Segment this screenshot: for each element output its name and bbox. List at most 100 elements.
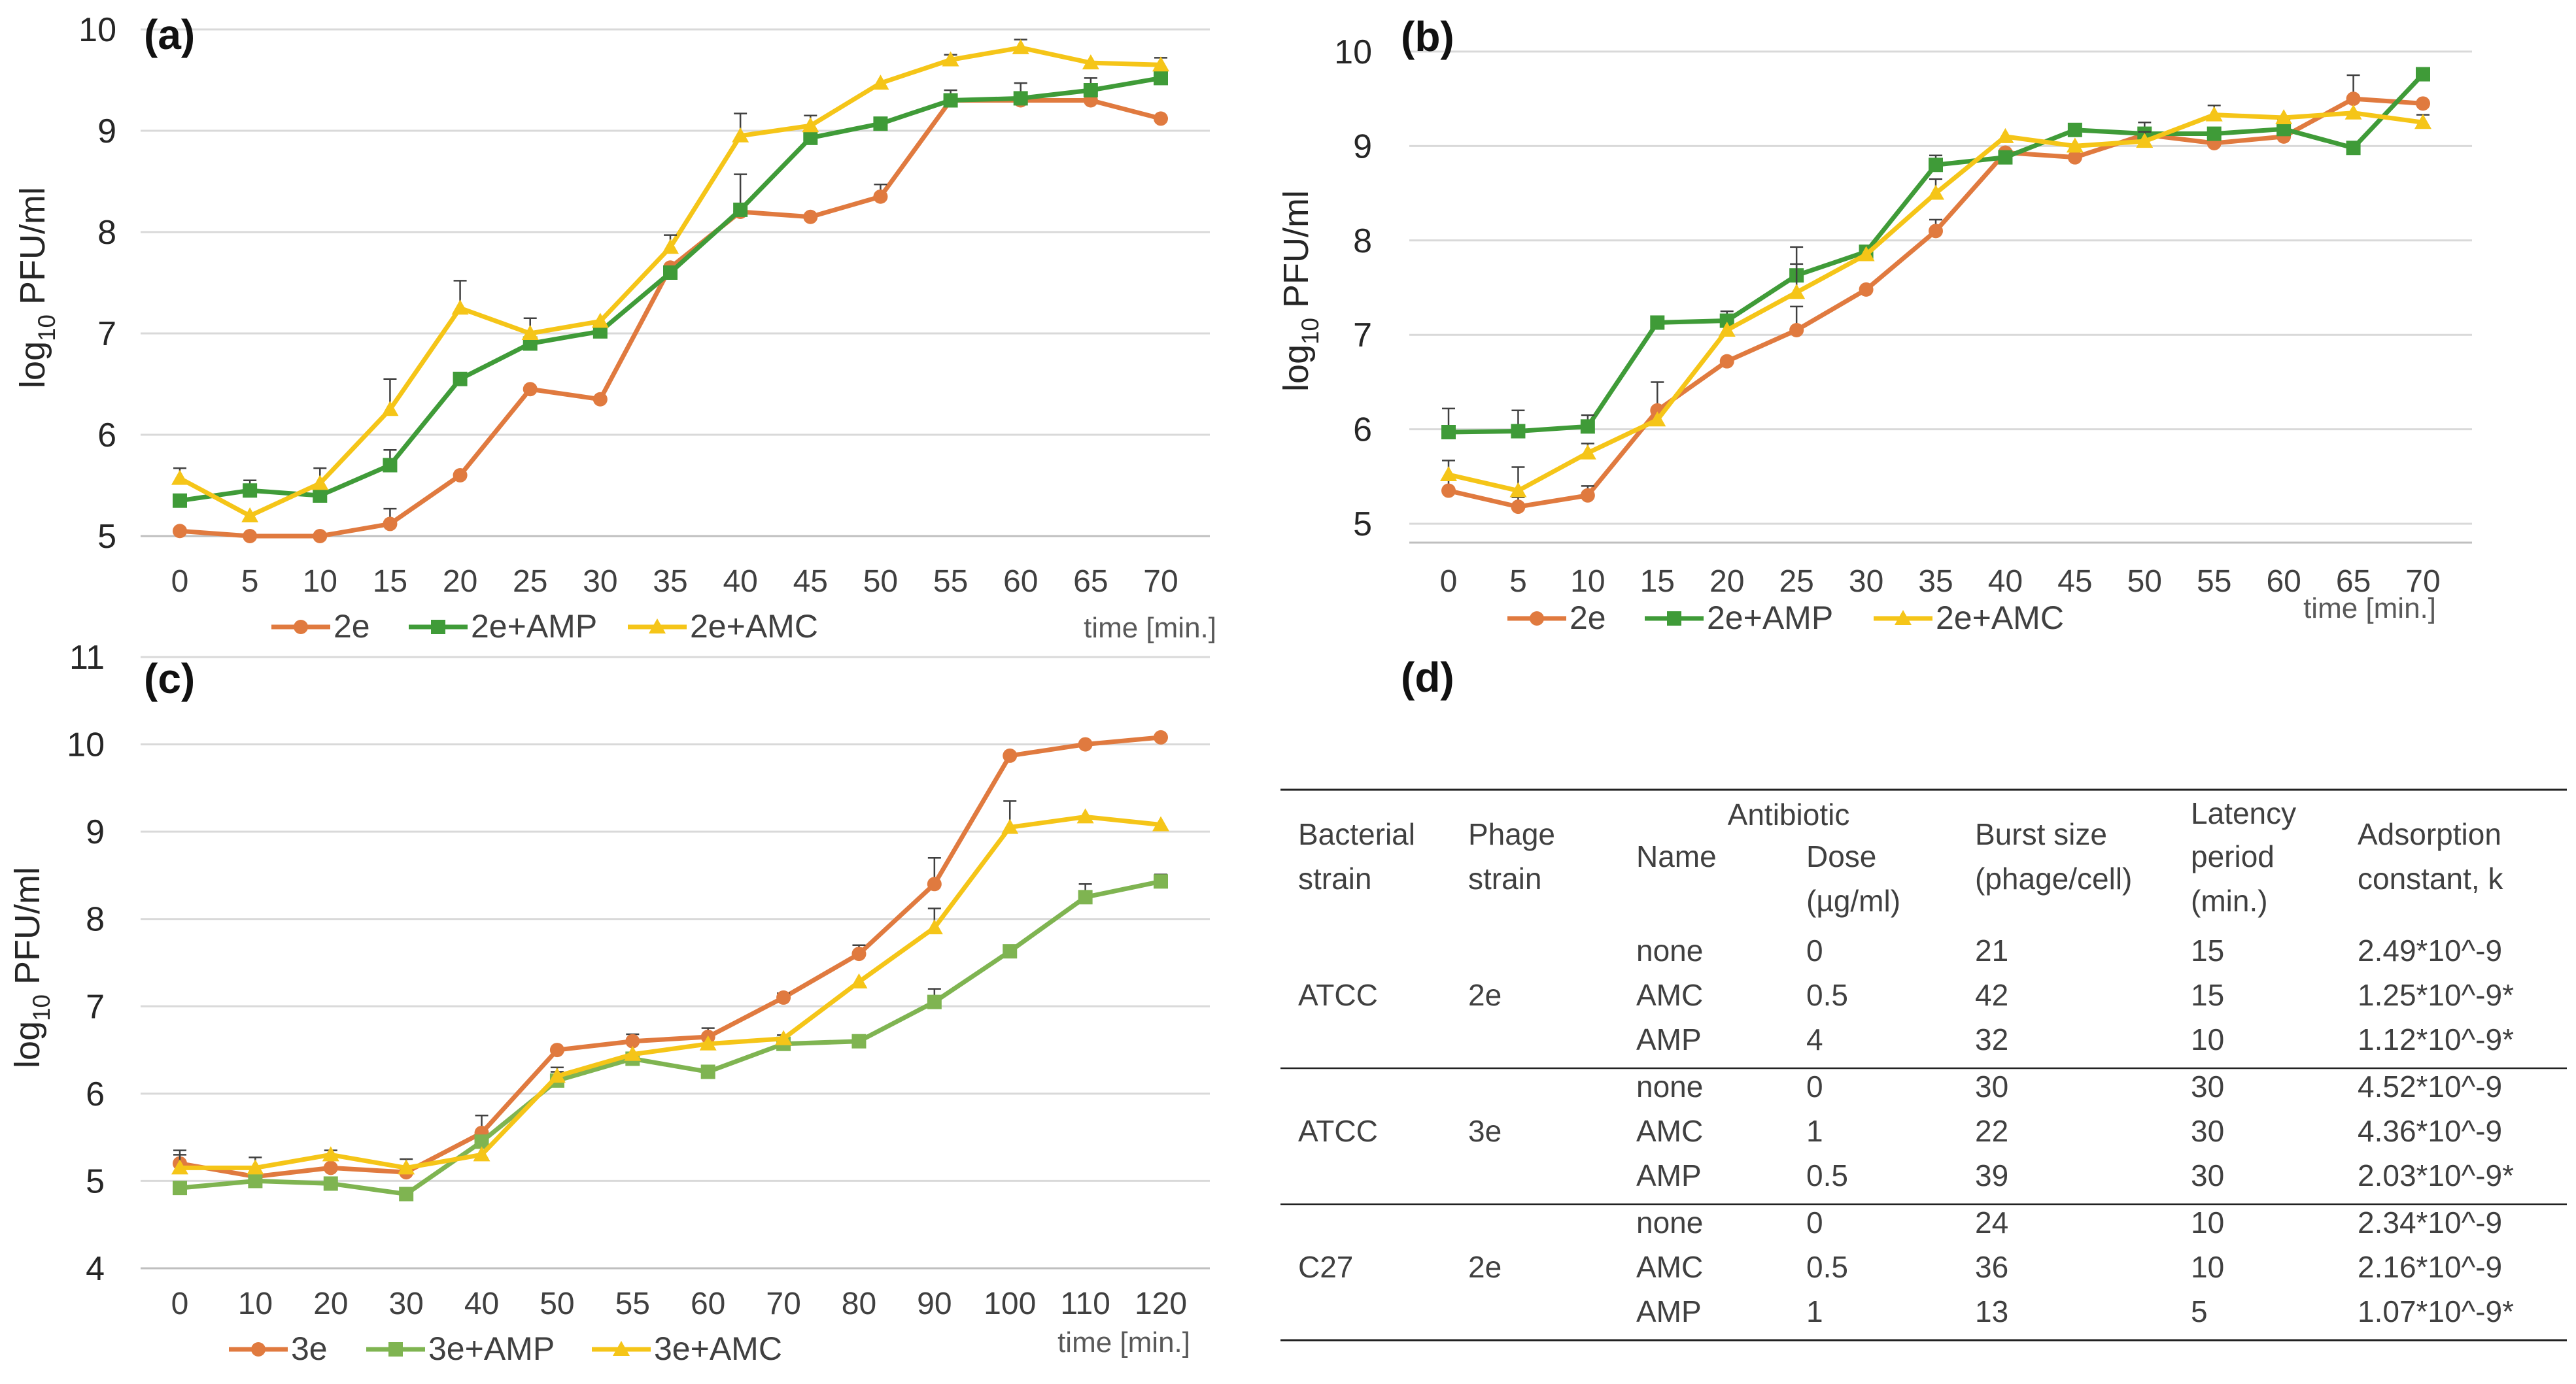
y-tick-label: 7 xyxy=(97,315,116,353)
x-tick-label: 10 xyxy=(303,564,337,599)
x-tick-label: 0 xyxy=(171,564,189,599)
data-point xyxy=(1082,54,1099,70)
data-point xyxy=(1650,315,1665,330)
data-point xyxy=(1083,83,1098,97)
cell-latency: 10 xyxy=(2191,1250,2224,1284)
data-point xyxy=(802,117,819,133)
cell-burst-size: 32 xyxy=(1975,1022,2008,1056)
data-point xyxy=(171,1159,188,1175)
cell-burst-size: 39 xyxy=(1975,1158,2008,1192)
data-point xyxy=(662,239,679,254)
data-point xyxy=(383,458,398,473)
x-axis-label: time [min.] xyxy=(1084,612,1216,644)
x-tick-label: 60 xyxy=(2266,564,2301,599)
y-tick-label: 6 xyxy=(86,1075,105,1113)
data-point xyxy=(1440,466,1457,481)
data-point xyxy=(1003,748,1018,763)
ylabel-subscript: 10 xyxy=(28,994,55,1021)
y-tick-label: 7 xyxy=(1353,316,1372,354)
data-point xyxy=(700,1064,715,1079)
x-tick-label: 45 xyxy=(2057,564,2092,599)
x-tick-label: 20 xyxy=(1709,564,1744,599)
x-axis-label: time [min.] xyxy=(1057,1326,1190,1359)
data-point xyxy=(243,529,258,543)
data-point xyxy=(383,516,398,532)
x-tick-label: 110 xyxy=(1060,1287,1110,1321)
data-point xyxy=(850,973,868,988)
cell-burst-size: 24 xyxy=(1975,1206,2008,1240)
data-point xyxy=(2416,96,2430,111)
panel-label: (d) xyxy=(1401,654,1454,701)
data-point xyxy=(1857,246,1875,262)
cell-antibiotic-name: none xyxy=(1636,1206,1703,1240)
x-tick-label: 0 xyxy=(1440,564,1458,599)
data-point xyxy=(1013,91,1028,106)
data-point xyxy=(311,475,329,490)
x-tick-label: 20 xyxy=(443,564,477,599)
y-tick-label: 9 xyxy=(86,813,105,851)
header-adsorption: Adsorption xyxy=(2358,817,2501,851)
header-bacterial-strain: strain xyxy=(1298,862,1371,896)
series-2e xyxy=(173,89,1168,543)
legend-label: 3e xyxy=(291,1330,328,1367)
data-point xyxy=(851,1034,867,1049)
data-point xyxy=(1579,444,1596,460)
cell-antibiotic-name: AMC xyxy=(1636,978,1703,1012)
data-point xyxy=(851,947,867,962)
data-point xyxy=(1152,816,1169,832)
y-tick-label: 8 xyxy=(86,901,105,939)
data-point xyxy=(1154,874,1168,889)
legend-entry: 3e+AMC xyxy=(592,1330,782,1367)
cell-antibiotic-name: AMP xyxy=(1636,1294,1702,1328)
legend-marker xyxy=(431,620,445,634)
table-panel-d: (d) Bacterial strain Phage strain Antibiotic N… xyxy=(1280,654,2567,1342)
data-point xyxy=(927,877,942,892)
x-tick-label: 15 xyxy=(1640,564,1675,599)
legend-entry: 2e+AMP xyxy=(409,608,597,645)
cell-latency: 10 xyxy=(2191,1206,2224,1240)
data-point xyxy=(699,1035,717,1051)
series-line xyxy=(179,75,1161,503)
data-point xyxy=(2066,137,2084,153)
header-phage-strain: strain xyxy=(1468,862,1541,896)
data-point xyxy=(591,312,609,328)
x-tick-label: 65 xyxy=(2336,564,2371,599)
header-phage-strain: Phage xyxy=(1468,817,1555,851)
cell-phage-strain: 3e xyxy=(1468,1114,1502,1148)
cell-latency: 30 xyxy=(2191,1070,2224,1104)
cell-adsorption-constant: 1.12*10^-9* xyxy=(2358,1022,2514,1056)
data-point xyxy=(925,919,943,935)
y-tick-label: 11 xyxy=(69,639,105,677)
data-point xyxy=(872,75,889,90)
data-point xyxy=(873,116,888,131)
data-point xyxy=(2276,122,2292,137)
data-point xyxy=(398,1159,415,1175)
data-point xyxy=(1154,71,1168,86)
legend-marker xyxy=(649,618,666,633)
cell-burst-size: 36 xyxy=(1975,1250,2008,1284)
cell-phage-strain: 2e xyxy=(1468,978,1502,1012)
cell-bacterial-strain: C27 xyxy=(1298,1250,1353,1284)
data-point xyxy=(2346,92,2361,107)
legend-entry: 2e+AMC xyxy=(1874,599,2064,636)
ylabel-log: log xyxy=(13,341,52,388)
data-point xyxy=(732,127,749,143)
x-tick-label: 35 xyxy=(1918,564,1953,599)
cell-latency: 5 xyxy=(2191,1294,2208,1328)
panel-label: (c) xyxy=(144,655,195,702)
data-point xyxy=(733,202,748,217)
data-point xyxy=(2136,133,2154,148)
data-point xyxy=(521,325,539,340)
x-tick-label: 25 xyxy=(513,564,547,599)
data-point xyxy=(775,1030,793,1045)
ylabel-subscript: 10 xyxy=(1297,318,1324,345)
cell-burst-size: 22 xyxy=(1975,1114,2008,1148)
data-point xyxy=(1509,482,1527,498)
x-tick-label: 10 xyxy=(1570,564,1605,599)
data-point xyxy=(451,299,469,315)
ylabel-unit: PFU/ml xyxy=(13,187,52,314)
ylabel-subscript: 10 xyxy=(33,314,60,341)
x-tick-label: 90 xyxy=(917,1287,952,1321)
